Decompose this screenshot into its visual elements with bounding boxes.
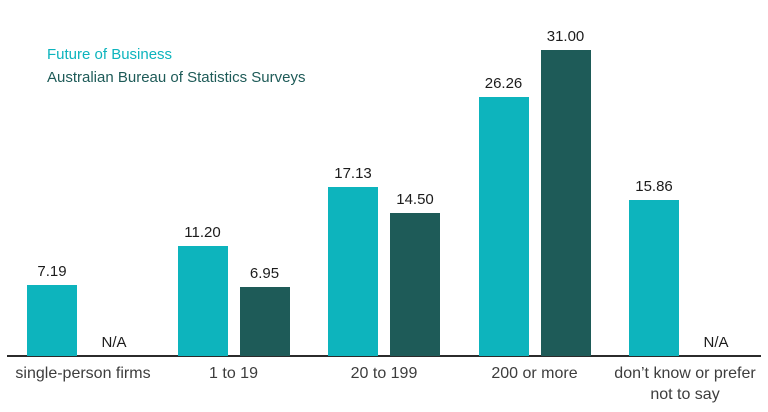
category-label: 20 to 199 bbox=[350, 365, 418, 382]
category-label: single-person firms bbox=[15, 365, 151, 382]
na-label: N/A bbox=[703, 334, 729, 351]
bar-abs-surveys-3 bbox=[540, 50, 591, 356]
na-label: N/A bbox=[101, 334, 127, 351]
value-label: 11.20 bbox=[184, 223, 221, 241]
bar-future-of-business-0 bbox=[27, 285, 77, 356]
x-axis-line bbox=[7, 355, 761, 357]
value-label: 17.13 bbox=[334, 164, 372, 182]
bar-future-of-business-3 bbox=[478, 96, 529, 356]
value-label: 14.50 bbox=[396, 190, 434, 208]
category-label: don’t know or prefer not to say bbox=[614, 365, 756, 403]
value-label: 31.00 bbox=[546, 28, 585, 45]
legend-series2: Australian Bureau of Statistics Surveys bbox=[47, 69, 306, 86]
category-label: 200 or more bbox=[491, 365, 578, 382]
value-label: 7.19 bbox=[37, 263, 67, 280]
bar-abs-surveys-2 bbox=[390, 212, 440, 356]
bar-future-of-business-1 bbox=[177, 245, 228, 356]
bar-future-of-business-2 bbox=[328, 186, 378, 356]
legend-series1: Future of Business bbox=[47, 46, 173, 63]
value-label: 26.26 bbox=[484, 74, 523, 92]
value-label: 15.86 bbox=[635, 177, 673, 195]
bar-abs-surveys-1 bbox=[239, 287, 290, 356]
bar-future-of-business-4 bbox=[629, 199, 679, 356]
legend: Future of Business Australian Bureau of … bbox=[47, 46, 305, 92]
value-label: 6.95 bbox=[249, 265, 280, 283]
category-label: 1 to 19 bbox=[209, 365, 258, 382]
